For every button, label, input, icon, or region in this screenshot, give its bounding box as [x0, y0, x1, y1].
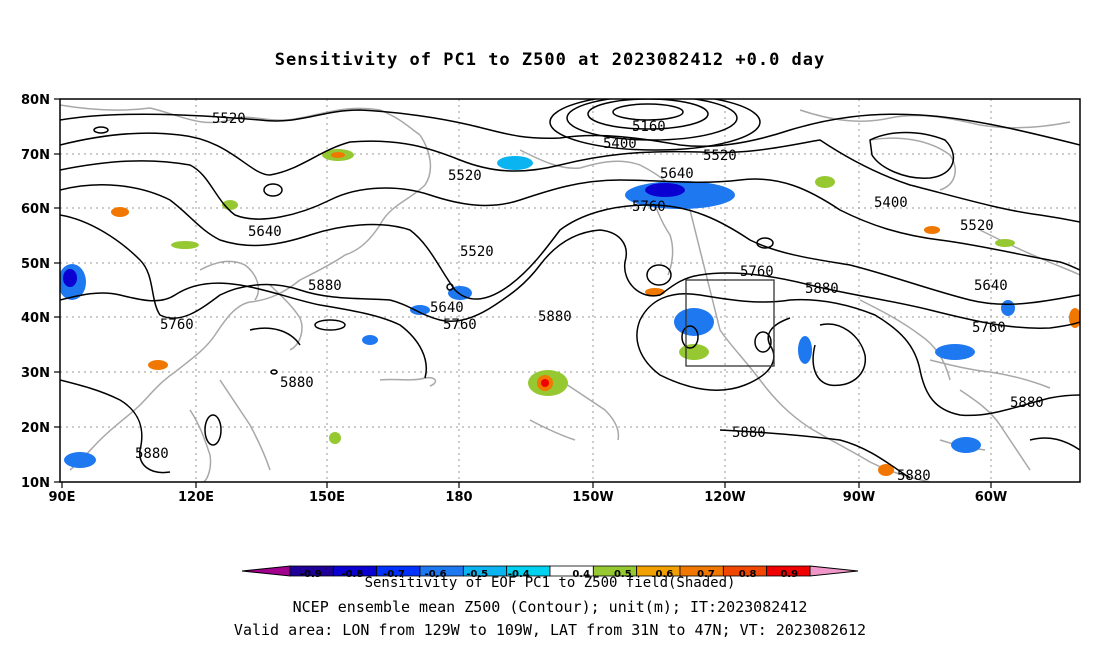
contour-label: 5760	[740, 264, 774, 280]
colorbar-tick-label: -0.8	[341, 569, 363, 580]
valid-area-box	[685, 279, 775, 367]
lat-label-50n: 50N	[21, 257, 50, 272]
lat-label-60n: 60N	[21, 202, 50, 217]
contour-label: 5520	[703, 148, 737, 164]
plot-area	[60, 99, 1080, 482]
lon-label-120e: 120E	[178, 490, 214, 505]
contour-label: 5640	[660, 166, 694, 182]
latitude-labels: 80N 70N 60N 50N 40N 30N 20N 10N	[21, 93, 50, 491]
contour-label: 5880	[1010, 395, 1044, 411]
contour-label: 5640	[248, 224, 282, 240]
contour-label: 5520	[460, 244, 494, 260]
coastlines	[60, 104, 1080, 482]
plot-title: Sensitivity of PC1 to Z500 at 2023082412…	[274, 50, 826, 70]
colorbar-tick-label: -0.4	[508, 569, 530, 580]
footer-line-1: Sensitivity of EOF PC1 to Z500 field(Sha…	[364, 575, 736, 591]
lat-label-70n: 70N	[21, 148, 50, 163]
contour-label: 5760	[632, 199, 666, 215]
lat-label-30n: 30N	[21, 366, 50, 381]
footer-line-3: Valid area: LON from 129W to 109W, LAT f…	[233, 621, 867, 639]
z500-contours	[60, 99, 1080, 479]
colorbar-tick-label: 0.4	[572, 569, 590, 580]
contour-label: 5400	[603, 136, 637, 152]
footer-line-2: NCEP ensemble mean Z500 (Contour); unit(…	[292, 598, 808, 616]
contour-label: 5880	[897, 468, 931, 484]
colorbar-tick-label: -0.6	[425, 569, 447, 580]
contour-label: 5760	[443, 317, 477, 333]
lon-label-120w: 120W	[704, 490, 745, 505]
contour-label: 5760	[160, 317, 194, 333]
colorbar-tick-label: -0.7	[383, 569, 405, 580]
colorbar: -0.9 -0.8 -0.7 -0.6 -0.5 -0.4 0.4 0.5 0.6 0.7 0.8 0…	[241, 565, 859, 580]
contour-label: 5520	[212, 111, 246, 127]
colorbar-tick-label: 0.5	[614, 569, 632, 580]
lon-label-90w: 90W	[843, 490, 875, 505]
colorbar-tick-label: -0.5	[466, 569, 488, 580]
colorbar-tick-label: 0.9	[780, 569, 798, 580]
contour-label: 5160	[632, 119, 666, 135]
lon-label-150e: 150E	[309, 490, 345, 505]
contour-label-group: 5520 5160 5400 5520 5520 5640 5760 5400 …	[135, 111, 1044, 484]
colorbar-tick-label: 0.7	[697, 569, 715, 580]
contour-label: 5880	[538, 309, 572, 325]
contour-label: 5520	[448, 168, 482, 184]
contour-label: 5640	[974, 278, 1008, 294]
contour-label: 5400	[874, 195, 908, 211]
contour-label: 5760	[972, 320, 1006, 336]
lon-label-90e: 90E	[49, 490, 76, 505]
contour-label: 5880	[805, 281, 839, 297]
lat-label-40n: 40N	[21, 311, 50, 326]
lat-label-10n: 10N	[21, 476, 50, 491]
longitude-labels: 90E 120E 150E 180 150W 120W 90W 60W	[49, 490, 1008, 505]
contour-label: 5880	[280, 375, 314, 391]
lon-label-180: 180	[445, 490, 472, 505]
colorbar-tick-label: -0.9	[300, 569, 322, 580]
contour-label: 5640	[430, 300, 464, 316]
sensitivity-shading	[60, 149, 1080, 476]
lon-label-150w: 150W	[572, 490, 613, 505]
contour-label: 5880	[308, 278, 342, 294]
colorbar-over-triangle	[809, 565, 859, 577]
contour-label: 5520	[960, 218, 994, 234]
contour-label: 5880	[732, 425, 766, 441]
plot-frame	[59, 98, 1081, 483]
contour-label: 5880	[135, 446, 169, 462]
axis-ticks	[54, 98, 992, 488]
colorbar-tick-label: 0.8	[739, 569, 757, 580]
lat-label-20n: 20N	[21, 421, 50, 436]
lon-label-60w: 60W	[975, 490, 1007, 505]
colorbar-tick-label: 0.6	[656, 569, 674, 580]
lat-label-80n: 80N	[21, 93, 50, 108]
